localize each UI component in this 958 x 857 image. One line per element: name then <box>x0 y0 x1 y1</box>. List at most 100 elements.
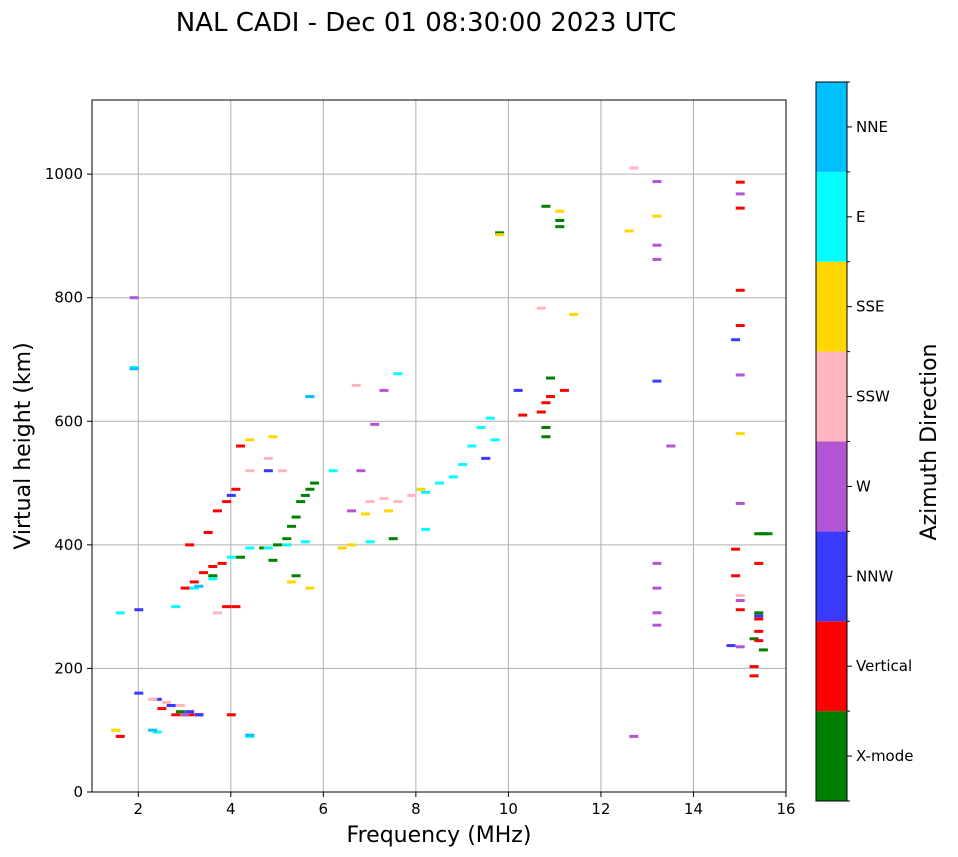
data-point-sse <box>286 580 296 584</box>
data-point-w <box>666 444 676 448</box>
data-point-vertical <box>731 547 741 551</box>
data-point-nnw <box>754 614 764 618</box>
data-point-x-mode <box>541 425 551 429</box>
plot-frame <box>91 99 787 793</box>
data-point-e <box>328 469 338 473</box>
data-point-sse <box>569 312 579 316</box>
data-point-vertical <box>559 388 569 392</box>
data-point-w <box>652 586 662 590</box>
data-point-x-mode <box>749 637 759 641</box>
data-point-sse <box>384 509 394 513</box>
data-point-w <box>735 192 745 196</box>
data-point-w <box>652 561 662 565</box>
data-point-x-mode <box>310 481 320 485</box>
colorbar-swatch <box>816 711 847 801</box>
chart-title: NAL CADI - Dec 01 08:30:00 2023 UTC <box>176 8 676 38</box>
data-point-x-mode <box>268 558 278 562</box>
data-point-x-mode <box>555 225 565 229</box>
data-point-vertical <box>231 487 241 491</box>
data-point-e <box>365 540 375 544</box>
data-point-w <box>652 180 662 184</box>
data-point-w <box>652 243 662 247</box>
x-tick-label: 14 <box>684 800 703 818</box>
data-point-sse <box>337 546 347 550</box>
x-tick-label: 2 <box>133 800 143 818</box>
colorbar-tick-label: W <box>856 477 871 495</box>
colorbar-label: Azimuth Direction <box>917 343 942 540</box>
data-point-w <box>652 257 662 261</box>
data-point-x-mode <box>175 710 185 714</box>
data-point-vertical <box>157 707 167 711</box>
x-tick-label: 6 <box>319 800 329 818</box>
data-point-nnw <box>726 644 736 648</box>
colorbar-tick-label: X-mode <box>856 747 913 765</box>
data-point-vertical <box>754 561 764 565</box>
data-point-nne <box>194 584 204 588</box>
data-point-nnw <box>652 379 662 383</box>
data-point-vertical <box>199 571 209 575</box>
data-point-e <box>485 416 495 420</box>
data-point-vertical <box>731 574 741 578</box>
data-point-vertical <box>735 608 745 612</box>
data-point-ssw <box>629 166 639 170</box>
y-tick-label: 600 <box>54 412 83 430</box>
data-point-e <box>476 425 486 429</box>
data-point-x-mode <box>388 537 398 541</box>
x-tick-label: 8 <box>411 800 421 818</box>
data-point-vertical <box>735 180 745 184</box>
data-point-ssw <box>277 469 287 473</box>
data-point-nnw <box>194 713 204 717</box>
data-point-ssw <box>735 594 745 598</box>
data-point-x-mode <box>296 500 306 504</box>
data-point-nnw <box>166 704 176 707</box>
data-point-x-mode <box>286 524 296 528</box>
y-tick-label: 400 <box>54 536 83 554</box>
data-point-sse <box>360 512 370 516</box>
data-point-vertical <box>217 561 227 565</box>
data-point-vertical <box>541 401 551 405</box>
data-point-sse <box>347 543 357 547</box>
data-point-w <box>735 501 745 505</box>
data-point-vertical <box>536 410 546 414</box>
data-point-nnw <box>731 338 741 342</box>
data-point-e <box>282 543 292 547</box>
x-axis-label: Frequency (MHz) <box>347 823 532 848</box>
data-point-nnw <box>226 493 236 497</box>
data-point-vertical <box>754 617 764 621</box>
data-point-ssw <box>379 497 389 501</box>
y-tick-label: 800 <box>54 289 83 307</box>
data-point-e <box>458 463 468 467</box>
data-point-vertical <box>222 605 232 609</box>
data-point-w <box>735 373 745 377</box>
data-point-nne <box>245 733 255 737</box>
data-point-ssw <box>351 383 361 387</box>
data-point-vertical <box>735 324 745 328</box>
data-point-x-mode <box>208 574 218 578</box>
data-point-w <box>652 611 662 615</box>
data-point-x-mode <box>758 648 768 652</box>
data-point-ssw <box>536 306 546 310</box>
data-point-nnw <box>134 691 144 695</box>
data-point-e <box>115 611 125 615</box>
data-point-ssw <box>407 493 417 497</box>
colorbar-swatch <box>816 621 847 712</box>
data-point-x-mode <box>259 546 269 550</box>
data-point-x-mode <box>758 532 768 536</box>
data-point-vertical <box>735 288 745 292</box>
data-point-vertical <box>749 665 759 669</box>
y-tick-label: 200 <box>54 659 83 677</box>
data-point-x-mode <box>291 574 301 578</box>
data-point-e <box>421 490 431 494</box>
data-point-e <box>226 555 236 559</box>
data-point-x-mode <box>300 493 310 497</box>
colorbar-tick-label: NNE <box>856 118 888 136</box>
data-point-vertical <box>115 734 125 738</box>
data-point-w <box>180 713 190 717</box>
data-point-w <box>735 598 745 602</box>
colorbar-tick-label: Vertical <box>856 657 912 675</box>
data-point-nne <box>148 728 158 732</box>
data-point-vertical <box>180 586 190 590</box>
colorbar-tick-label: E <box>856 208 865 226</box>
data-point-e <box>152 730 162 734</box>
